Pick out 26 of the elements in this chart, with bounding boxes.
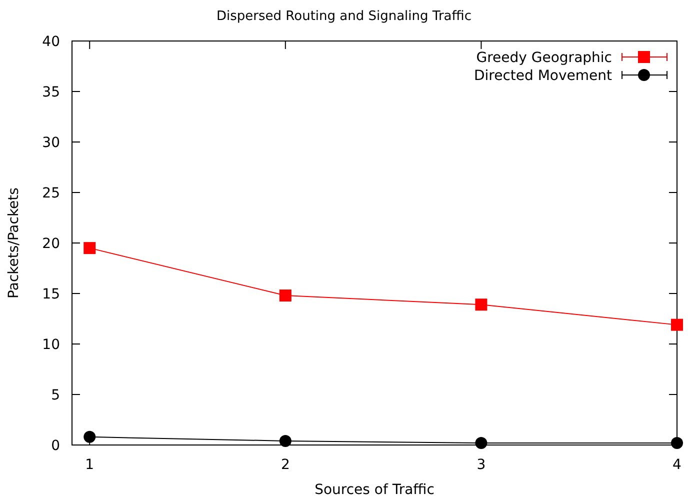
point [279,434,292,447]
y-axis-title: Packets/Packets [6,188,22,298]
point [84,430,96,443]
y-tick-label: 15 [42,286,60,302]
y-tick-label: 10 [42,336,60,353]
point [84,242,96,254]
y-tick-label: 35 [42,84,60,100]
x-tick-label: 4 [672,457,682,473]
legend-label: Directed Movement [474,68,613,84]
point [279,290,292,302]
y-tick-label: 0 [51,438,60,454]
y-tick-label: 40 [42,34,60,50]
y-tick-label: 30 [42,134,60,151]
point [671,318,683,331]
point [475,298,488,311]
y-tick-label: 25 [42,185,60,202]
x-axis-title: Sources of Traffic [314,482,434,498]
y-tick-label: 20 [42,236,60,252]
y-tick-label: 5 [51,387,60,404]
x-tick-label: 3 [476,457,486,473]
x-tick-label: 2 [280,457,290,473]
x-tick-label: 1 [85,457,94,473]
point [475,436,488,449]
legend-label: Greedy Geographic [476,50,612,66]
point [671,436,683,449]
chart-title: Dispersed Routing and Signaling Traffic [216,9,472,24]
